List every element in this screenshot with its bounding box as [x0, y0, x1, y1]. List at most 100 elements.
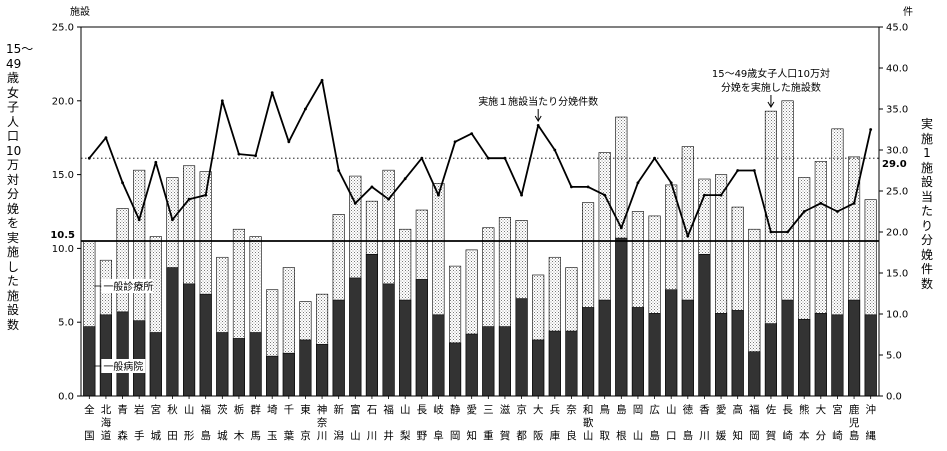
- category-label: 滋: [500, 403, 511, 416]
- category-label: 木: [234, 430, 245, 442]
- category-label: 岐: [433, 403, 444, 416]
- hospital-bar: [498, 326, 511, 397]
- delivery-per-facility-point: [220, 99, 224, 103]
- hospital-bar: [332, 299, 345, 397]
- annotation-arrowhead: [767, 101, 775, 108]
- category-label: 野: [417, 430, 428, 442]
- delivery-per-facility-point: [403, 177, 407, 181]
- category-label: 庫: [550, 429, 561, 442]
- hospital-bar: [864, 314, 877, 397]
- right-tick-label: 30.0: [886, 146, 908, 157]
- category-label: 秋: [167, 403, 178, 416]
- category-label: 根: [616, 429, 627, 442]
- category-label: 山: [666, 404, 677, 416]
- hospital-bar: [465, 333, 478, 397]
- hospital-bar: [99, 314, 112, 397]
- category-label: 福: [749, 403, 760, 416]
- delivery-per-facility-point: [669, 181, 673, 185]
- category-label: 島: [849, 429, 860, 442]
- delivery-per-facility-point: [353, 201, 357, 205]
- annotation-bar-label-2: 分娩を実施した施設数: [721, 81, 821, 94]
- right-tick-label: 40.0: [886, 64, 908, 75]
- category-label: 分: [816, 430, 827, 442]
- hospital-bar: [831, 314, 844, 397]
- delivery-per-facility-point: [270, 91, 274, 94]
- category-label: 知: [732, 429, 743, 442]
- delivery-per-facility-point: [154, 160, 158, 164]
- category-label: 国: [84, 430, 95, 442]
- delivery-per-facility-point: [237, 152, 241, 156]
- category-label: 梨: [400, 429, 411, 442]
- delivery-per-facility-point: [287, 140, 291, 144]
- category-label: 馬: [250, 430, 261, 442]
- hospital-bar: [149, 332, 162, 397]
- hospital-bar: [299, 339, 312, 397]
- category-label: 阜: [433, 429, 444, 442]
- category-label: 縄: [865, 429, 876, 442]
- delivery-per-facility-point: [636, 181, 640, 185]
- category-label: 城: [151, 430, 162, 442]
- right-tick-label: 20.0: [886, 228, 908, 239]
- hospital-bar: [432, 314, 445, 397]
- category-label: 道: [101, 429, 112, 442]
- reference-label-right: 29.0: [882, 159, 907, 170]
- category-label: 山: [184, 404, 195, 416]
- category-label: 島: [649, 429, 660, 442]
- delivery-per-facility-point: [619, 226, 623, 230]
- hospital-bar: [399, 299, 412, 397]
- category-label: 城: [217, 430, 228, 442]
- category-label: 鹿: [849, 403, 860, 416]
- category-label: 福: [383, 403, 394, 416]
- category-label: 福: [200, 403, 211, 416]
- hospital-bar: [266, 355, 279, 397]
- category-label: 京: [516, 403, 527, 416]
- category-label: 潟: [333, 429, 344, 442]
- category-label: 葉: [284, 429, 295, 442]
- delivery-per-facility-point: [520, 193, 523, 197]
- delivery-per-facility-point: [553, 148, 557, 152]
- hospital-bar: [199, 293, 212, 397]
- hospital-bar: [631, 307, 644, 397]
- category-label: 山: [583, 430, 594, 442]
- hospital-bar: [764, 323, 777, 397]
- right-tick-label: 35.0: [886, 105, 908, 116]
- delivery-per-facility-point: [536, 124, 540, 127]
- hospital-bar: [216, 332, 229, 397]
- category-label: 大: [533, 403, 544, 416]
- category-label: 山: [633, 430, 644, 442]
- delivery-per-facility-point: [719, 193, 723, 197]
- hospital-bar: [598, 299, 611, 397]
- category-label: 岡: [450, 430, 461, 442]
- hospital-bar: [415, 279, 428, 397]
- delivery-per-facility-point: [87, 156, 91, 160]
- category-label: 阪: [533, 429, 544, 442]
- right-tick-label: 10.0: [886, 310, 908, 321]
- hospital-bar: [449, 342, 462, 397]
- delivery-per-facility-point: [437, 193, 440, 197]
- hospital-bar: [648, 313, 661, 397]
- category-label: 佐: [766, 403, 777, 416]
- hospital-bar: [731, 310, 744, 397]
- category-label: 新: [333, 403, 344, 416]
- delivery-per-facility-line: [88, 79, 872, 238]
- category-label: 静: [450, 403, 461, 416]
- delivery-per-facility-point: [104, 136, 108, 140]
- hospital-bar: [565, 330, 578, 397]
- delivery-per-facility-point: [137, 218, 141, 222]
- category-label: 広: [649, 403, 660, 416]
- delivery-per-facility-point: [420, 156, 424, 160]
- category-label: 川: [317, 430, 328, 442]
- category-label: 群: [250, 403, 261, 416]
- delivery-per-facility-point: [786, 230, 789, 234]
- left-tick-label: 25.0: [52, 23, 74, 34]
- hospital-bar: [83, 326, 96, 397]
- category-label: 島: [683, 429, 694, 442]
- hospital-bar: [349, 277, 362, 397]
- left-tick-label: 15.0: [52, 170, 74, 181]
- delivery-per-facility-point: [204, 193, 208, 197]
- delivery-per-facility-point: [320, 78, 324, 82]
- hospital-bar: [798, 318, 811, 397]
- category-label: 熊: [799, 403, 810, 416]
- annotation-bar-label-1: 15〜49歳女子人口10万対: [712, 67, 830, 80]
